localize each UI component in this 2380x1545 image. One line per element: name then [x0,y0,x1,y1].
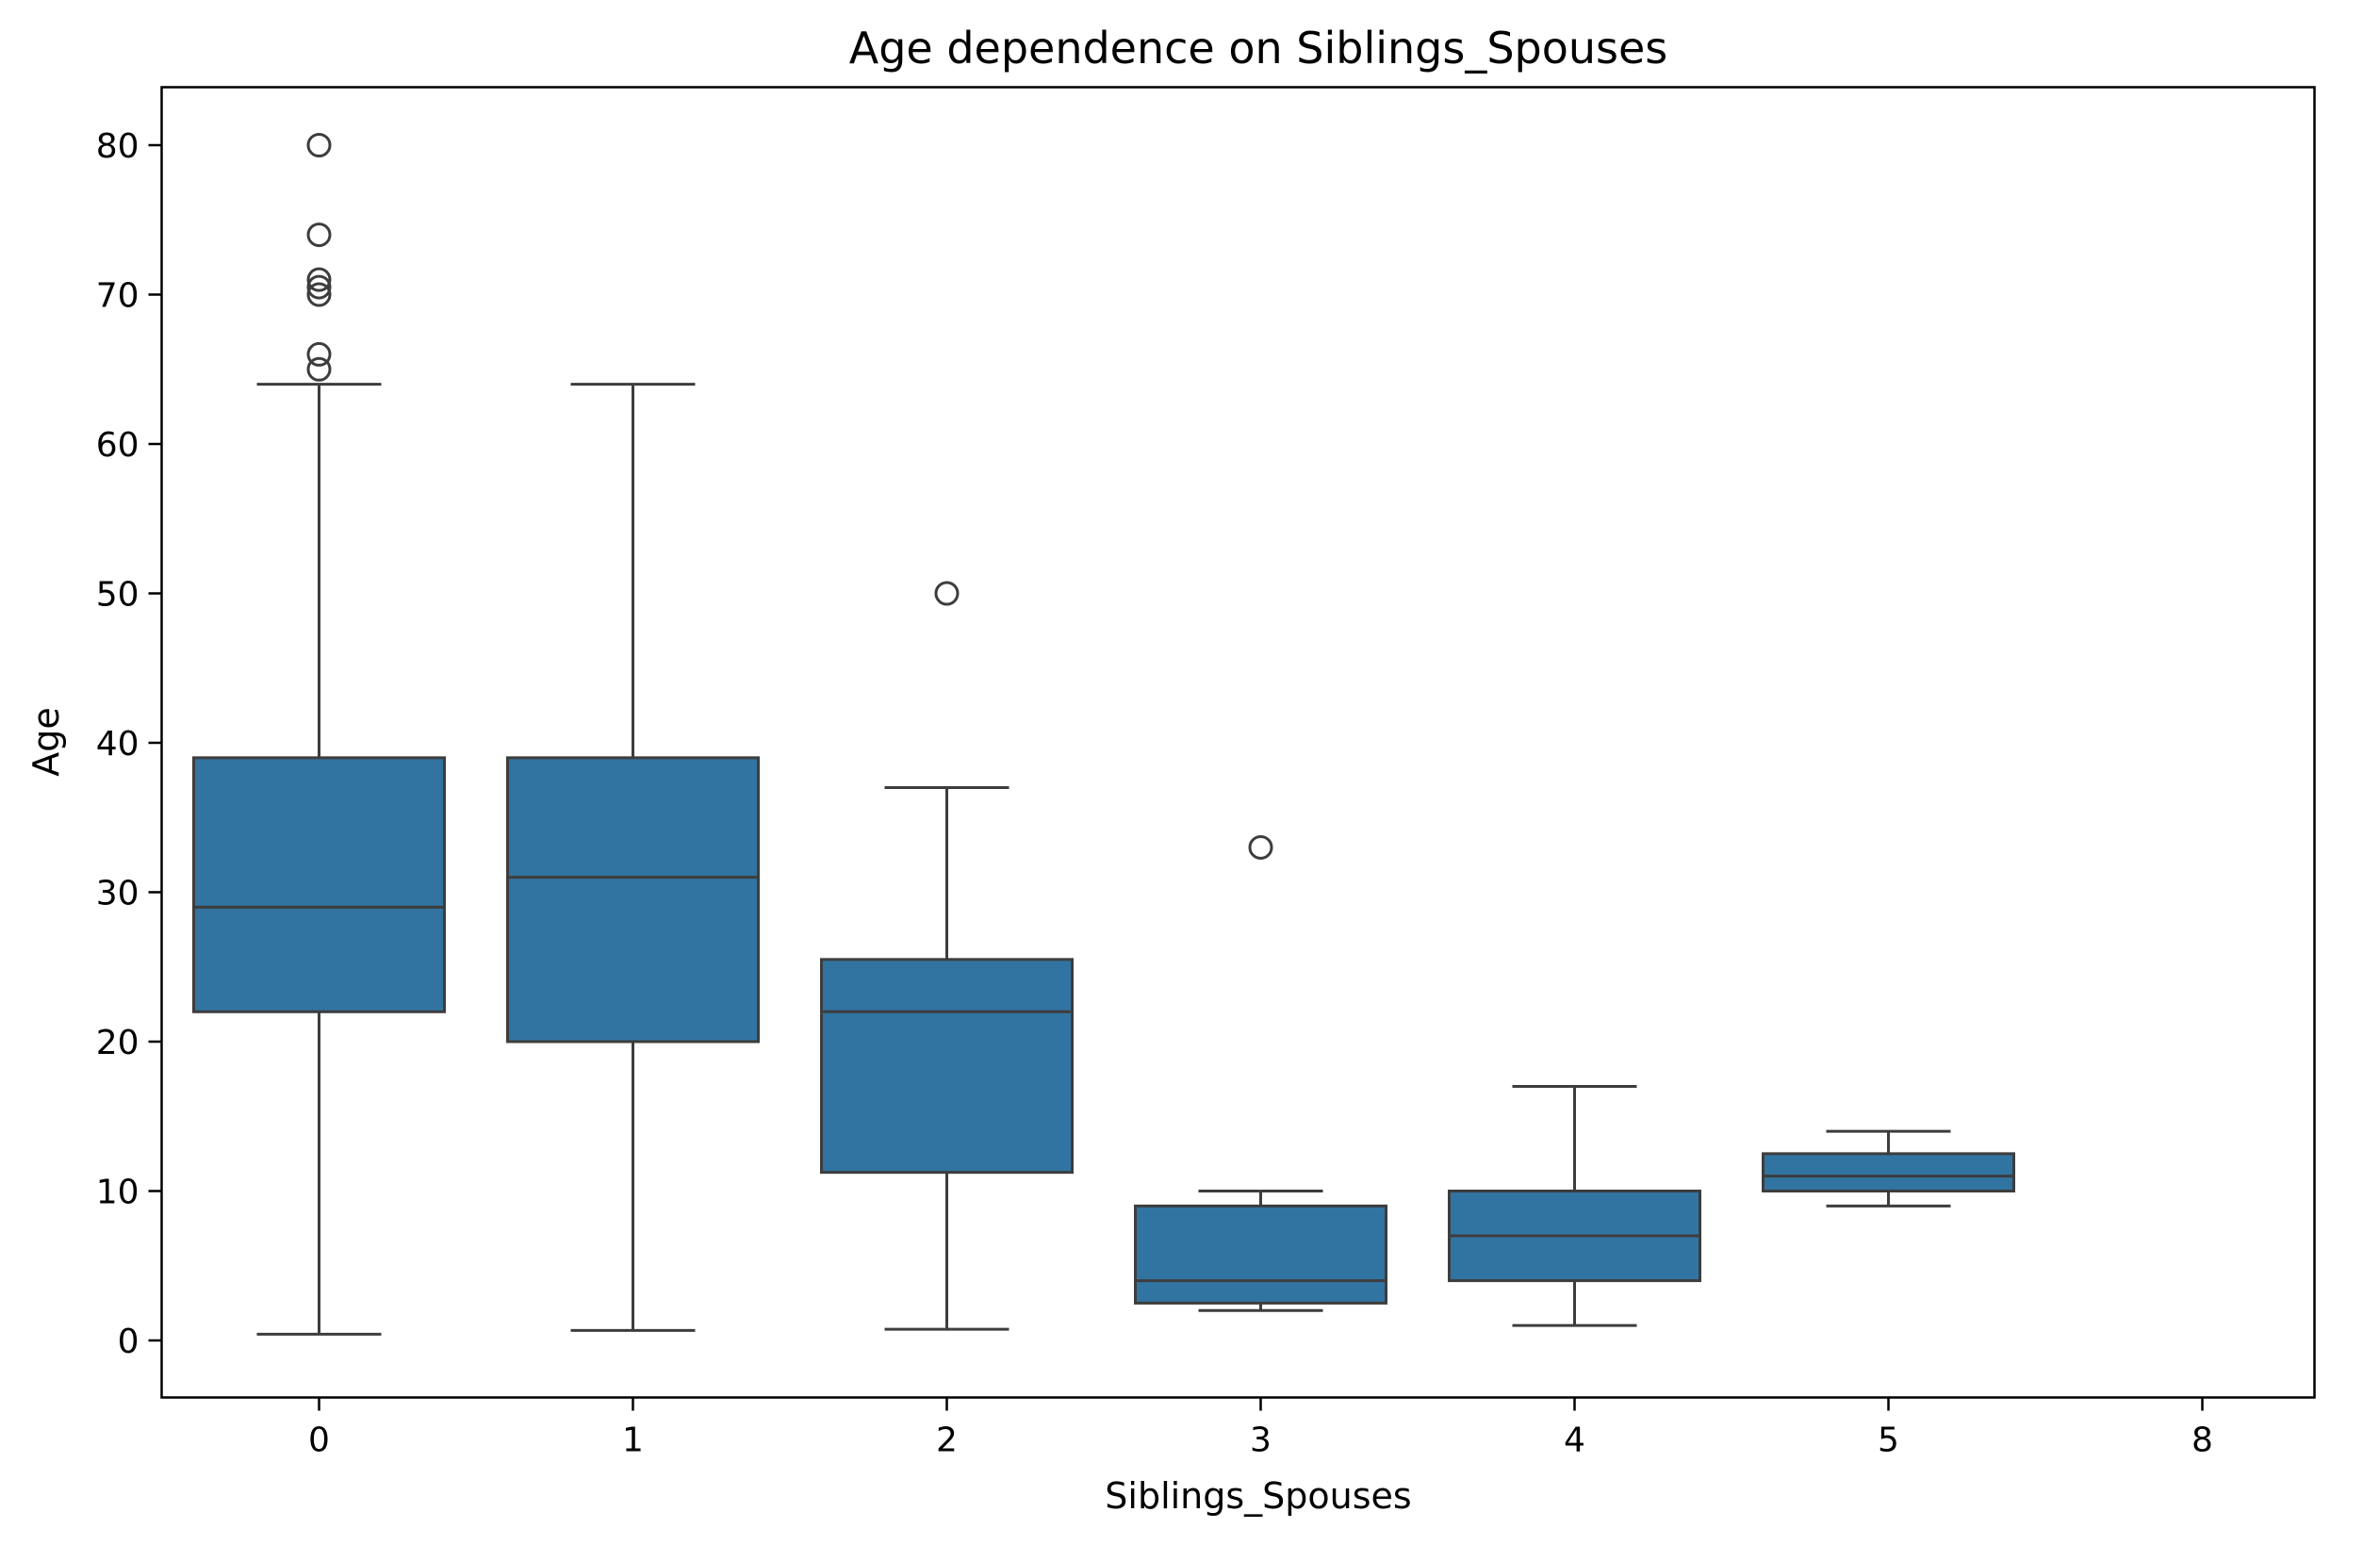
y-tick-label: 40 [96,725,140,764]
box-iqr [1134,1204,1387,1305]
outlier-point [306,274,332,300]
x-tick-label: 2 [936,1422,958,1460]
y-tick-label: 50 [96,576,140,615]
box-group-1 [506,383,760,1332]
y-tick-label: 70 [96,277,140,316]
box-iqr [820,958,1074,1175]
outlier-point [306,222,332,248]
outlier-point [1248,834,1273,860]
box-iqr [506,756,760,1044]
x-tick-label: 1 [622,1422,644,1460]
y-tick-label: 20 [96,1024,140,1062]
outlier-point [306,282,332,307]
outlier-point [934,581,960,606]
x-axis-label: Siblings_Spouses [1105,1475,1411,1517]
x-axis: 0 1 2 3 4 5 8 [308,1397,2213,1460]
x-tick-label: 3 [1250,1422,1272,1460]
x-tick-label: 5 [1878,1422,1899,1460]
y-axis: 0 10 20 30 40 50 60 70 80 [96,127,162,1361]
y-tick-label: 10 [96,1174,140,1212]
y-tick-label: 30 [96,875,140,913]
x-tick-label: 0 [308,1422,330,1460]
outlier-point [306,341,332,367]
chart-title: Age dependence on Siblings_Spouses [849,23,1668,74]
y-tick-label: 0 [118,1323,140,1361]
y-tick-label: 80 [96,127,140,166]
outlier-point [306,133,332,157]
y-tick-label: 60 [96,426,140,465]
x-tick-label: 4 [1564,1422,1585,1460]
x-tick-label: 8 [2191,1422,2213,1460]
outlier-point [306,356,332,382]
box-group-5 [1762,1129,2015,1208]
box-group-2 [820,581,1074,1331]
box-iqr [1762,1152,2015,1192]
y-axis-label: Age [25,707,67,777]
plot-area [192,133,2015,1336]
box-group-0 [192,133,446,1336]
box-group-3 [1134,834,1387,1312]
outlier-point [306,267,332,292]
plot-frame [160,86,2316,1399]
box-iqr [192,756,446,1013]
box-group-4 [1448,1085,1701,1327]
